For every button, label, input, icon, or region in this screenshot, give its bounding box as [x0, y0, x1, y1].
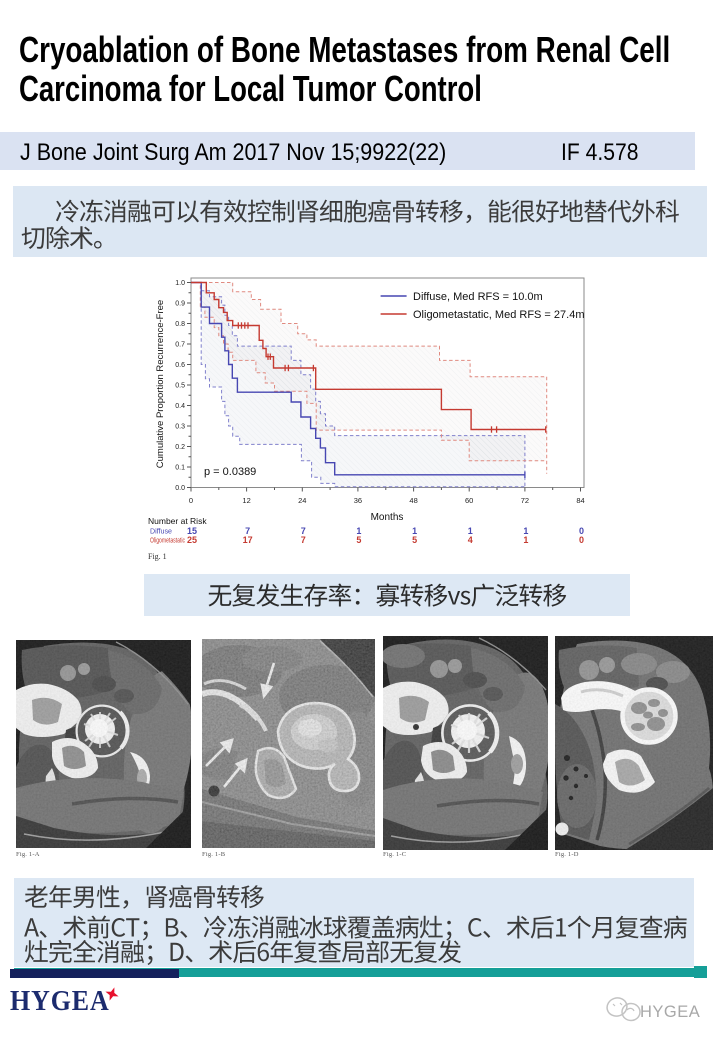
svg-text:0.7: 0.7: [175, 342, 185, 349]
svg-text:Fig. 1: Fig. 1: [148, 552, 167, 561]
svg-text:4: 4: [468, 535, 473, 545]
svg-text:17: 17: [243, 535, 253, 545]
svg-text:0.2: 0.2: [175, 444, 185, 451]
svg-text:0: 0: [189, 496, 193, 505]
svg-text:0.8: 0.8: [175, 321, 185, 328]
svg-text:72: 72: [521, 496, 529, 505]
svg-text:24: 24: [298, 496, 306, 505]
svg-text:0.4: 0.4: [175, 403, 185, 410]
svg-text:Oligometastatic, Med RFS = 27.: Oligometastatic, Med RFS = 27.4m: [413, 309, 584, 321]
svg-text:0: 0: [579, 526, 584, 536]
svg-text:1: 1: [523, 535, 528, 545]
svg-text:84: 84: [576, 496, 584, 505]
svg-text:1: 1: [412, 526, 417, 536]
svg-text:5: 5: [412, 535, 417, 545]
svg-text:1.0: 1.0: [175, 280, 185, 287]
svg-text:1: 1: [356, 526, 361, 536]
svg-text:Months: Months: [371, 512, 404, 523]
svg-text:60: 60: [465, 496, 473, 505]
svg-text:0: 0: [579, 535, 584, 545]
svg-text:15: 15: [187, 526, 197, 536]
svg-text:5: 5: [356, 535, 361, 545]
svg-text:0.3: 0.3: [175, 424, 185, 431]
svg-text:p = 0.0389: p = 0.0389: [204, 466, 256, 478]
svg-text:Cumulative Proportion Recurren: Cumulative Proportion Recurrence-Free: [155, 300, 166, 468]
svg-text:7: 7: [301, 526, 306, 536]
svg-text:Diffuse, Med RFS = 10.0m: Diffuse, Med RFS = 10.0m: [413, 291, 543, 303]
svg-text:Diffuse: Diffuse: [150, 529, 172, 536]
svg-text:0.9: 0.9: [175, 301, 185, 308]
svg-text:0.6: 0.6: [175, 362, 185, 369]
svg-text:0.1: 0.1: [175, 465, 185, 472]
svg-text:0.0: 0.0: [175, 485, 185, 492]
svg-text:7: 7: [245, 526, 250, 536]
svg-text:25: 25: [187, 535, 197, 545]
svg-text:0.5: 0.5: [175, 383, 185, 390]
svg-text:12: 12: [242, 496, 250, 505]
svg-text:48: 48: [409, 496, 417, 505]
svg-text:1: 1: [523, 526, 528, 536]
svg-text:7: 7: [301, 535, 306, 545]
svg-text:1: 1: [468, 526, 473, 536]
svg-text:36: 36: [354, 496, 362, 505]
svg-text:Oligometastatic: Oligometastatic: [150, 538, 185, 545]
svg-text:Number at Risk: Number at Risk: [148, 516, 207, 526]
